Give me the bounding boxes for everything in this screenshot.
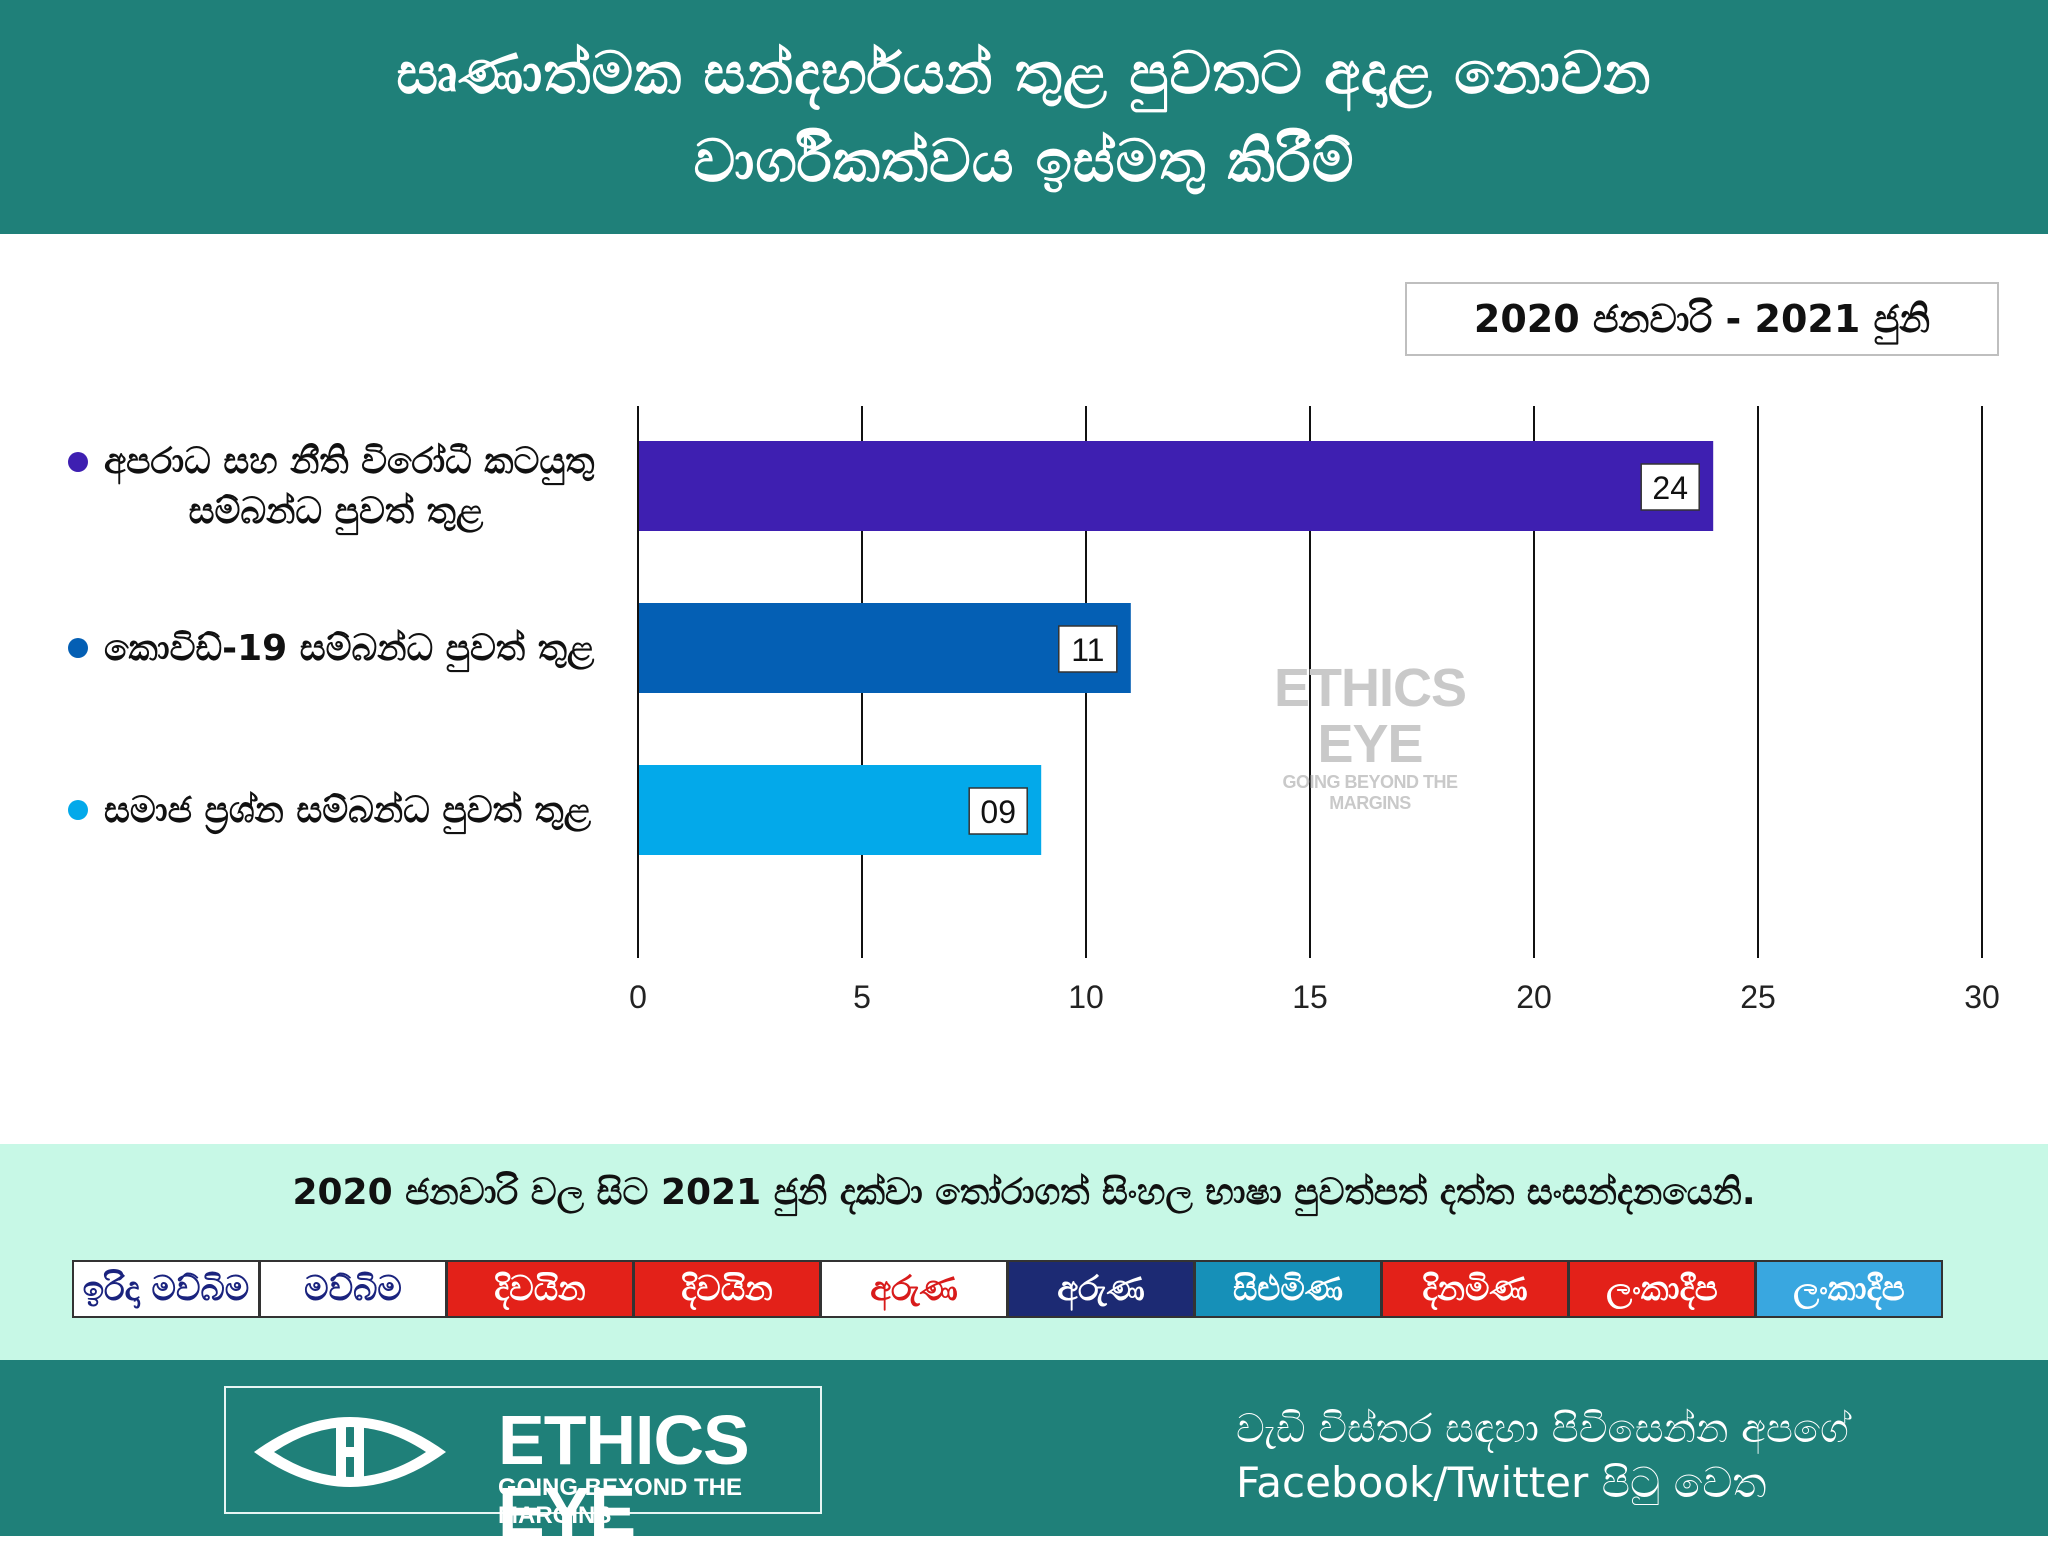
- x-tick-label-20: 20: [1516, 979, 1552, 1015]
- page-title-line-2: වාර්ගිකත්වය ඉස්මතු කිරීම්: [693, 127, 1355, 195]
- social-link-text[interactable]: Facebook/Twitter පිටු වෙත: [1236, 1458, 1767, 1507]
- data-label-box-1: [1640, 463, 1700, 511]
- source-note: 2020 ජනවාරි වල සිට 2021 ජුනි දක්වා තෝරාග…: [292, 1172, 1756, 1213]
- newspaper-logos: ඉරිදා මව්බිම මව්බිම දිවයින දිවයින අරුණ අරුණ සි…: [72, 1260, 1984, 1322]
- watermark: ETHICS EYE GOING BEYOND THE MARGINS: [1240, 660, 1500, 814]
- newspaper-logo-irida-mawbima: ඉරිදා මව්බිම: [72, 1260, 260, 1318]
- category-label-1-line-1: අපරාධ සහ නීති විරෝධී කටයුතු: [104, 441, 595, 486]
- legend-dot-1: [68, 452, 88, 472]
- x-tick-label-15: 15: [1292, 979, 1328, 1015]
- category-label-1-line-2: සම්බන්ධ පුවත් තුළ: [189, 491, 484, 536]
- newspaper-logo-divaina: දිවයින: [633, 1260, 821, 1318]
- brand-logo: ETHICS EYE GOING BEYOND THE MARGINS: [224, 1386, 822, 1548]
- data-label-1: 24: [1652, 470, 1688, 506]
- newspaper-logo-silumina: සිළුමිණ: [1194, 1260, 1382, 1318]
- x-tick-label-25: 25: [1740, 979, 1776, 1015]
- newspaper-logo-irida-divaina: දිවයින: [446, 1260, 634, 1318]
- data-label-box-3: [968, 787, 1028, 835]
- newspaper-logo-lankadeepa: ලංකාදීප: [1755, 1260, 1943, 1318]
- data-label-3: 09: [980, 794, 1016, 830]
- legend-dot-3: [68, 800, 88, 820]
- bar-2: [638, 603, 1131, 693]
- watermark-tagline: GOING BEYOND THE MARGINS: [1282, 772, 1458, 813]
- bar-1: [638, 441, 1714, 531]
- newspaper-logo-aruna-weekend: අරුණ: [820, 1260, 1008, 1318]
- x-tick-label-5: 5: [853, 979, 871, 1015]
- page-title-line-1: සෘණාත්මක සන්දර්භයන් තුළ පුවතට අදාළ නොවන: [396, 39, 1652, 107]
- newspaper-logo-aruna: අරුණ: [1007, 1260, 1195, 1318]
- bar-chart: 0 5 10 15 20 25 30 24 අපරාධ සහ නීති විරෝධී කටයුත…: [68, 406, 2000, 1015]
- watermark-name: ETHICS EYE: [1273, 658, 1467, 774]
- header-banner: සෘණාත්මක සන්දර්භයන් තුළ පුවතට අදාළ නොවන …: [0, 0, 2048, 234]
- footer: ETHICS EYE GOING BEYOND THE MARGINS වැඩි…: [0, 1360, 2048, 1548]
- x-tick-label-30: 30: [1964, 979, 2000, 1015]
- category-label-3: සමාජ ප්‍රශ්න සම්බන්ධ පුවත් තුළ: [104, 790, 592, 835]
- brand-tagline: GOING BEYOND THE MARGINS: [498, 1474, 743, 1529]
- period-label: 2020 ජනවාරි - 2021 ජුනි: [1405, 282, 1999, 356]
- x-tick-label-10: 10: [1068, 979, 1104, 1015]
- source-strip: 2020 ජනවාරි වල සිට 2021 ජුනි දක්වා තෝරාග…: [0, 1144, 2048, 1360]
- data-label-2: 11: [1071, 632, 1104, 668]
- newspaper-logo-dinamina: දිනමිණ: [1381, 1260, 1569, 1318]
- newspaper-logo-mawbima: මව්බිම: [259, 1260, 447, 1318]
- newspaper-logo-irida-lankadeepa: ලංකාදීප: [1568, 1260, 1756, 1318]
- data-label-box-2: [1058, 625, 1118, 673]
- eye-icon: [254, 1417, 446, 1487]
- category-label-2: කොවිඩ්-19 සම්බන්ධ පුවත් තුළ: [104, 628, 595, 673]
- legend-dot-2: [68, 638, 88, 658]
- more-info-text: වැඩි විස්තර සඳහා පිවිසෙන්න අපගේ: [1236, 1406, 1849, 1452]
- x-tick-label-0: 0: [629, 979, 647, 1015]
